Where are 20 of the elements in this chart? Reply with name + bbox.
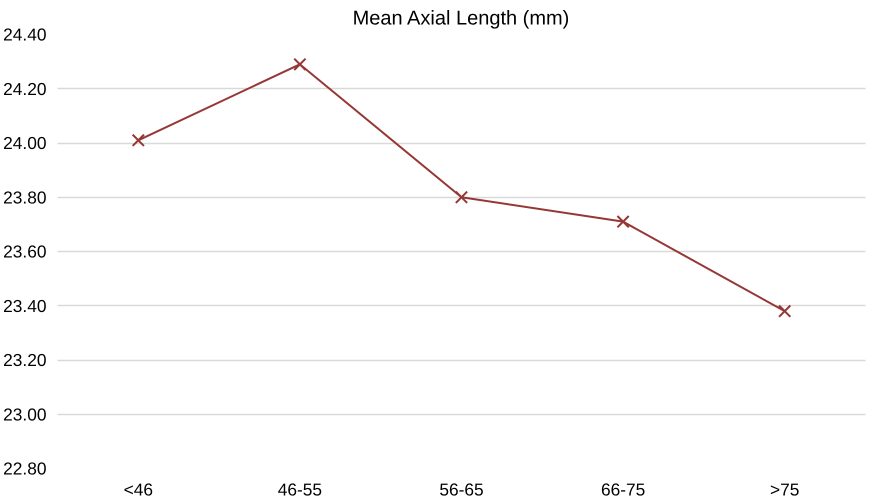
- point: [778, 304, 792, 318]
- y-tick-label: 23.20: [3, 350, 47, 370]
- y-tick-label: 22.80: [3, 458, 47, 478]
- point: [132, 134, 145, 147]
- x-tick-label: 66-75: [600, 480, 646, 500]
- y-tick-label: 23.60: [3, 242, 47, 262]
- y-tick-label: 24.20: [3, 78, 47, 99]
- x-tick-label: <46: [124, 480, 154, 500]
- x-tick-label: >75: [770, 480, 800, 500]
- point: [293, 58, 307, 71]
- chart-title: Mean Axial Length (mm): [352, 8, 570, 30]
- point: [616, 215, 630, 228]
- point: [454, 190, 468, 204]
- x-tick-label: 46-55: [278, 480, 322, 500]
- y-tick-label: 24.00: [3, 133, 47, 153]
- x-tick-label: 56-65: [439, 480, 484, 500]
- y-tick-label: 24.40: [3, 24, 47, 44]
- y-tick-label: 23.00: [3, 404, 47, 424]
- y-tick-label: 23.40: [3, 296, 47, 316]
- y-tick-label: 23.80: [3, 187, 47, 208]
